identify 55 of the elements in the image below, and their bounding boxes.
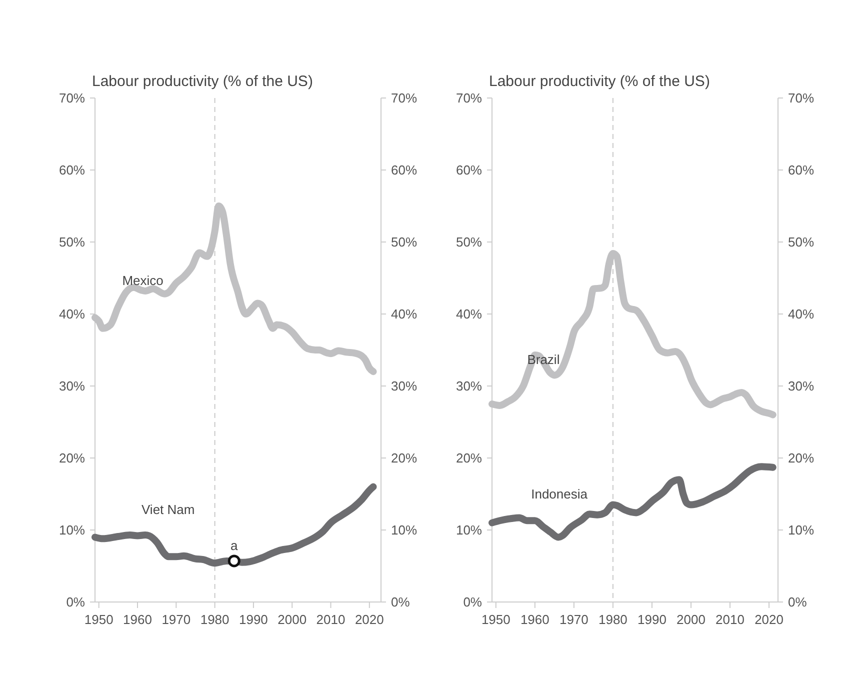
x-tick-label: 2020: [754, 612, 784, 627]
series-label: Indonesia: [531, 486, 588, 502]
y-tick-label: 30%: [456, 378, 482, 394]
y-tick-label: 0%: [463, 594, 482, 610]
x-tick-label: 1980: [200, 612, 230, 627]
y-tick-label: 10%: [456, 522, 482, 538]
x-tick-label: 1950: [84, 612, 114, 627]
y2-tick-label: 40%: [391, 306, 418, 322]
y-tick-label: 40%: [58, 306, 86, 322]
y2-tick-label: 60%: [391, 162, 418, 178]
y-tick-label: 60%: [456, 162, 482, 178]
chart-title: Labour productivity (% of the US): [92, 73, 313, 90]
y2-tick-label: 30%: [788, 378, 814, 394]
y2-tick-label: 20%: [788, 450, 814, 466]
y2-tick-label: 50%: [788, 234, 814, 250]
x-tick-label: 1960: [520, 612, 550, 627]
x-tick-label: 1980: [598, 612, 628, 627]
y2-tick-label: 50%: [391, 234, 418, 250]
y2-tick-label: 20%: [391, 450, 418, 466]
x-tick-label: 2000: [676, 612, 706, 627]
x-tick-label: 1970: [559, 612, 588, 627]
y-tick-label: 60%: [58, 162, 86, 178]
y2-tick-label: 70%: [391, 90, 418, 106]
y-tick-label: 40%: [456, 306, 482, 322]
chart-title: Labour productivity (% of the US): [489, 73, 710, 90]
y-tick-label: 20%: [456, 450, 482, 466]
y2-tick-label: 0%: [788, 594, 808, 610]
y2-tick-label: 60%: [788, 162, 814, 178]
y-tick-label: 20%: [58, 450, 86, 466]
y-tick-label: 70%: [58, 90, 86, 106]
x-tick-label: 1990: [239, 612, 268, 627]
y-tick-label: 70%: [456, 90, 482, 106]
series-label: Mexico: [122, 272, 164, 288]
y2-tick-label: 10%: [391, 522, 418, 538]
x-tick-label: 1960: [123, 612, 152, 627]
x-tick-label: 2010: [716, 612, 744, 627]
y-tick-label: 10%: [58, 522, 86, 538]
annotation: a: [230, 538, 239, 553]
y-tick-label: 0%: [66, 594, 86, 610]
y-tick-label: 50%: [456, 234, 482, 250]
x-tick-label: 1990: [638, 612, 666, 627]
y-tick-label: 30%: [58, 378, 86, 394]
x-tick-label: 2020: [354, 612, 384, 627]
y2-tick-label: 70%: [788, 90, 814, 106]
x-tick-label: 1950: [481, 612, 510, 627]
y2-tick-label: 0%: [391, 594, 410, 610]
y2-tick-label: 30%: [391, 378, 418, 394]
y-tick-label: 50%: [58, 234, 86, 250]
series-label: Brazil: [527, 352, 560, 367]
series-label: Viet Nam: [142, 502, 195, 517]
y2-tick-label: 10%: [788, 522, 814, 538]
x-tick-label: 2000: [278, 612, 307, 627]
x-tick-label: 2010: [316, 612, 346, 627]
x-tick-label: 1970: [162, 612, 191, 627]
y2-tick-label: 40%: [788, 306, 814, 322]
